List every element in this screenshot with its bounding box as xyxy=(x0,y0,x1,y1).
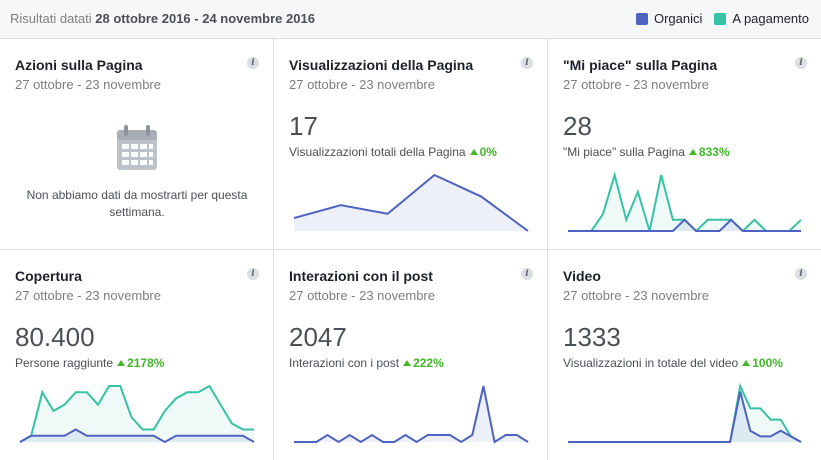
card-title: "Mi piace" sulla Pagina xyxy=(563,57,718,73)
organic-series-area xyxy=(294,175,528,231)
metric-value: 28 xyxy=(563,111,592,141)
card-video[interactable]: Video 27 ottobre - 23 novembre i 1333 Vi… xyxy=(548,250,821,460)
legend-item-organic[interactable]: Organici xyxy=(635,11,702,26)
metric-value: 2047 xyxy=(289,322,347,352)
organic-series-area xyxy=(568,219,801,231)
card-title: Interazioni con il post xyxy=(289,268,433,284)
card-dates: 27 ottobre - 23 novembre xyxy=(15,288,161,303)
empty-message: Non abbiamo dati da mostrarti per questa… xyxy=(26,188,248,219)
card-title: Video xyxy=(563,268,601,284)
metric-subtitle: Visualizzazioni in totale del video 100% xyxy=(563,356,783,370)
organic-series-area xyxy=(20,429,254,442)
paid-swatch xyxy=(714,12,727,25)
card-dates: 27 ottobre - 23 novembre xyxy=(289,288,435,303)
calendar-icon xyxy=(117,125,157,170)
info-icon[interactable]: i xyxy=(247,268,259,280)
organic-series-line xyxy=(293,173,529,232)
change-percent: 0% xyxy=(479,145,497,159)
metric-value: 1333 xyxy=(563,322,621,352)
trend-chart xyxy=(293,173,529,232)
trend-chart xyxy=(568,171,802,233)
card-title: Copertura xyxy=(15,268,82,284)
card-reach[interactable]: Copertura 27 ottobre - 23 novembre i 80.… xyxy=(0,250,274,460)
organic-swatch xyxy=(635,12,648,25)
organic-series-line xyxy=(294,385,529,444)
card-dates: 27 ottobre - 23 novembre xyxy=(563,288,709,303)
paid-series-line xyxy=(19,384,254,443)
insights-grid: Azioni sulla Pagina 27 ottobre - 23 nove… xyxy=(0,38,821,460)
card-dates: 27 ottobre - 23 novembre xyxy=(15,77,161,92)
up-arrow-icon xyxy=(688,149,697,155)
card-page-actions[interactable]: Azioni sulla Pagina 27 ottobre - 23 nove… xyxy=(0,39,274,250)
change-percent: 222% xyxy=(413,356,444,370)
card-page-likes[interactable]: "Mi piace" sulla Pagina 27 ottobre - 23 … xyxy=(548,39,821,250)
trend-chart xyxy=(568,382,802,443)
info-icon[interactable]: i xyxy=(795,57,807,69)
legend-item-paid[interactable]: A pagamento xyxy=(714,11,809,26)
metric-subtitle: Visualizzazioni totali della Pagina 0% xyxy=(289,145,497,159)
info-icon[interactable]: i xyxy=(247,57,259,69)
up-arrow-icon xyxy=(469,149,478,155)
date-range-text: Risultati datati 28 ottobre 2016 - 24 no… xyxy=(10,11,315,26)
organic-series-line xyxy=(568,218,801,232)
trend-chart xyxy=(19,384,255,444)
card-page-views[interactable]: Visualizzazioni della Pagina 27 ottobre … xyxy=(274,39,548,250)
change-percent: 833% xyxy=(698,145,730,159)
card-post-engagement[interactable]: Interazioni con il post 27 ottobre - 23 … xyxy=(274,250,548,460)
trend-chart xyxy=(294,385,529,444)
legend: Organici A pagamento xyxy=(624,11,809,26)
metric-subtitle: Interazioni con i post 222% xyxy=(289,356,444,370)
card-title: Visualizzazioni della Pagina xyxy=(289,57,474,73)
organic-series-line xyxy=(568,391,802,443)
card-dates: 27 ottobre - 23 novembre xyxy=(563,77,709,92)
date-range-value[interactable]: 28 ottobre 2016 - 24 novembre 2016 xyxy=(95,11,315,26)
metric-subtitle: Persone raggiunte 2178% xyxy=(15,356,165,370)
date-range-bar: Risultati datati 28 ottobre 2016 - 24 no… xyxy=(0,0,821,38)
metric-subtitle: "Mi piace" sulla Pagina 833% xyxy=(563,145,730,159)
info-icon[interactable]: i xyxy=(521,57,533,69)
metric-value: 17 xyxy=(289,111,318,141)
paid-series-area xyxy=(20,386,254,442)
organic-series-line xyxy=(19,428,255,444)
change-percent: 100% xyxy=(752,356,783,370)
metric-value: 80.400 xyxy=(15,322,95,352)
change-percent: 2178% xyxy=(127,356,165,370)
up-arrow-icon xyxy=(117,360,126,366)
card-title: Azioni sulla Pagina xyxy=(15,57,143,73)
info-icon[interactable]: i xyxy=(521,268,533,280)
info-icon[interactable]: i xyxy=(795,268,807,280)
up-arrow-icon xyxy=(403,360,412,366)
card-dates: 27 ottobre - 23 novembre xyxy=(289,77,435,92)
up-arrow-icon xyxy=(742,360,751,366)
